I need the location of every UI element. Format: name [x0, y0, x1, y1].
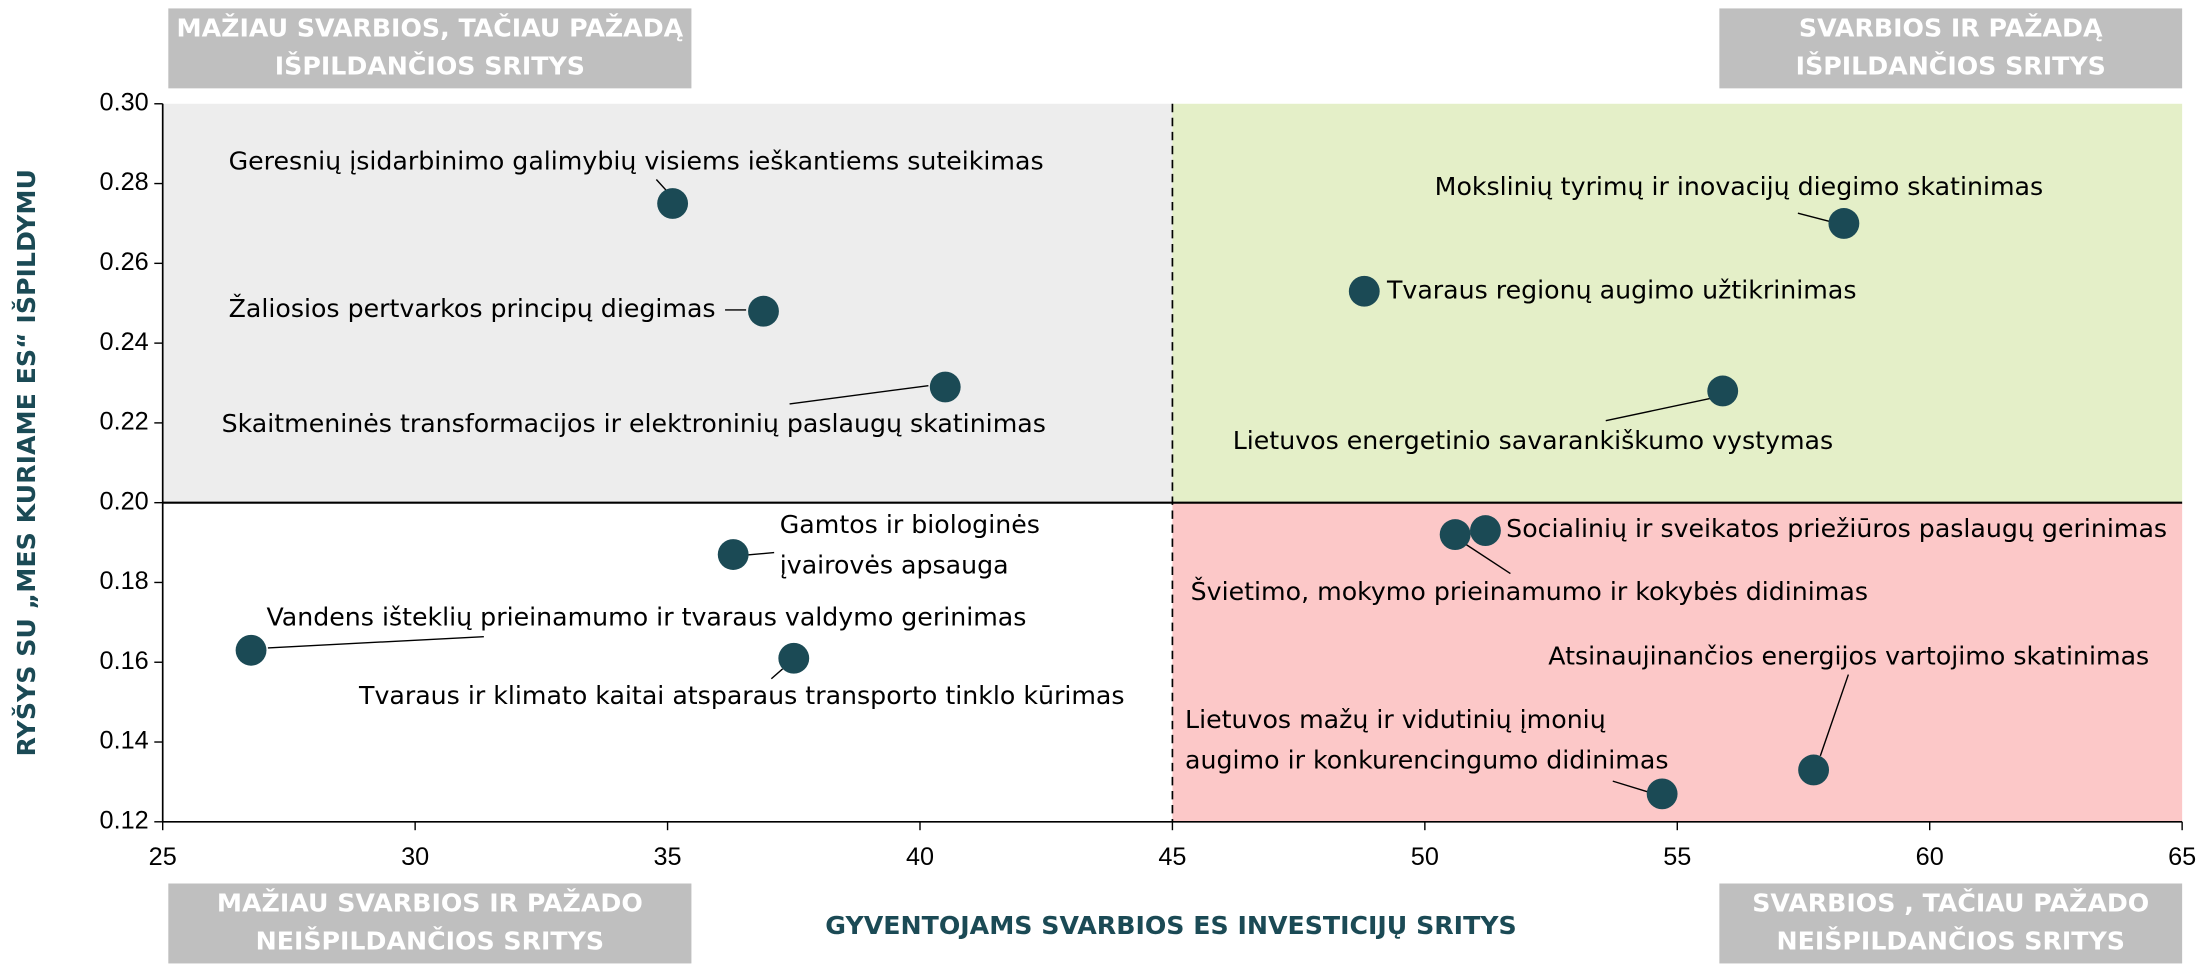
point-label: Lietuvos energetinio savarankiškumo vyst… — [1233, 426, 1833, 455]
point-label: Tvaraus ir klimato kaitai atsparaus tran… — [358, 681, 1125, 710]
leader-line — [1605, 397, 1712, 422]
quadrant-title: SVARBIOS IR PAŽADĄ — [1799, 13, 2103, 42]
point — [929, 371, 961, 403]
point — [748, 295, 779, 327]
y-tick-label: 0.24 — [100, 328, 149, 356]
point-label: Socialinių ir sveikatos priežiūros pasla… — [1506, 514, 2167, 543]
leader-line — [770, 668, 784, 680]
point-label: Skaitmeninės transformacijos ir elektron… — [222, 409, 1046, 438]
quadrant-box — [1719, 883, 2183, 964]
quadrant-bg — [1172, 502, 2183, 822]
point-label: Lietuvos mažų ir vidutinių įmonių — [1185, 705, 1606, 734]
point-label: Atsinaujinančios energijos vartojimo ska… — [1548, 642, 2149, 671]
x-tick-label: 30 — [401, 843, 429, 871]
y-tick-label: 0.16 — [100, 647, 149, 675]
quadrant-box — [168, 883, 692, 964]
x-tick-label: 55 — [1663, 843, 1691, 871]
y-tick-label: 0.22 — [100, 408, 149, 436]
quadrant-bg — [162, 502, 1173, 822]
quadrant-bg — [1172, 103, 2183, 503]
leader-line — [1612, 780, 1650, 794]
quadrant-bg — [162, 103, 1173, 503]
quadrant-box — [1719, 8, 2183, 89]
x-tick-label: 35 — [654, 843, 682, 871]
x-tick-label: 40 — [906, 843, 934, 871]
quadrant-title: MAŽIAU SVARBIOS IR PAŽADO — [217, 889, 643, 918]
y-tick-label: 0.18 — [100, 567, 149, 595]
y-tick-label: 0.12 — [100, 806, 149, 834]
point — [778, 642, 810, 674]
point — [1828, 208, 1860, 239]
quadrant-title: IŠPILDANČIOS SRITYS — [1796, 50, 2106, 80]
y-axis-title: RYŠYS SU „MES KURIAME ES“ IŠPILDYMU — [11, 169, 41, 756]
quadrant-title: NEIŠPILDANČIOS SRITYS — [256, 925, 604, 955]
point-label: Tvaraus regionų augimo užtikrinimas — [1386, 276, 1857, 305]
quadrant-title: SVARBIOS , TAČIAU PAŽADO — [1752, 888, 2149, 918]
point — [1707, 375, 1739, 407]
quadrant-title: MAŽIAU SVARBIOS, TAČIAU PAŽADĄ — [177, 12, 684, 42]
point-label: Švietimo, mokymo prieinamumo ir kokybės … — [1191, 576, 1868, 606]
leader-line — [1797, 212, 1831, 223]
y-tick-label: 0.14 — [100, 727, 149, 755]
y-tick-label: 0.26 — [100, 248, 149, 276]
point — [1348, 275, 1380, 307]
point — [657, 188, 689, 219]
point — [717, 539, 749, 570]
leader-line — [1465, 543, 1511, 575]
point-label: įvairovės apsauga — [780, 551, 1009, 580]
y-tick-label: 0.30 — [100, 88, 149, 116]
x-tick-label: 50 — [1411, 843, 1439, 871]
x-axis-title: GYVENTOJAMS SVARBIOS ES INVESTICIJŲ SRIT… — [825, 911, 1516, 940]
point-label: Žaliosios pertvarkos principų diegimas — [229, 294, 716, 323]
x-tick-label: 60 — [1916, 843, 1944, 871]
point-label: Gamtos ir biologinės — [780, 510, 1040, 539]
point-label: Mokslinių tyrimų ir inovacijų diegimo sk… — [1435, 172, 2043, 201]
leader-line — [267, 635, 484, 649]
point — [235, 634, 267, 666]
y-tick-label: 0.20 — [100, 487, 149, 515]
point-label: Geresnių įsidarbinimo galimybių visiems … — [229, 147, 1044, 176]
point-label: Vandens išteklių prieinamumo ir tvaraus … — [266, 602, 1026, 631]
point — [1470, 515, 1501, 547]
quadrant-title: IŠPILDANČIOS SRITYS — [275, 50, 585, 80]
quadrant-box — [168, 8, 692, 89]
quadrant-title: NEIŠPILDANČIOS SRITYS — [1777, 925, 2125, 955]
point — [1798, 754, 1830, 786]
leader-line — [789, 384, 929, 405]
point — [1439, 519, 1471, 551]
leader-line — [1819, 674, 1850, 757]
x-tick-label: 65 — [2168, 843, 2196, 871]
y-tick-label: 0.28 — [100, 168, 149, 196]
point — [1646, 778, 1678, 810]
point-label: augimo ir konkurencingumo didinimas — [1185, 745, 1668, 774]
x-tick-label: 45 — [1158, 843, 1186, 871]
x-tick-label: 25 — [149, 843, 177, 871]
